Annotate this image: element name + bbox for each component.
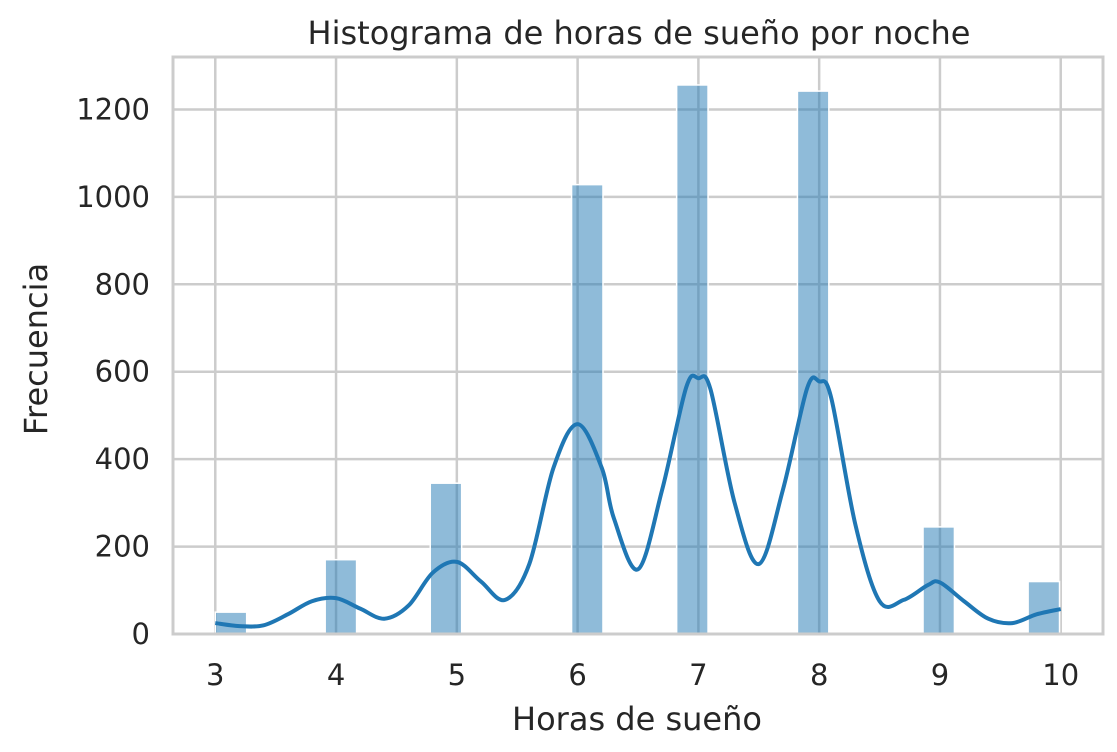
histogram-bar	[1027, 580, 1061, 635]
histogram-bar	[570, 183, 604, 635]
x-tick-label: 7	[689, 658, 707, 692]
x-tick-label: 4	[327, 658, 345, 692]
y-tick-labels: 0 200 400 600 800 1000 1200	[76, 92, 150, 651]
histogram-bar	[324, 558, 358, 635]
bars	[214, 84, 1061, 635]
x-axis-label: Horas de sueño	[512, 700, 762, 738]
y-tick-label: 1200	[76, 92, 150, 126]
x-tick-label: 8	[810, 658, 828, 692]
grid	[173, 57, 1103, 636]
histogram-bar	[675, 84, 709, 635]
kde-curve-layer	[215, 373, 1062, 629]
x-tick-label: 10	[1042, 658, 1079, 692]
y-tick-label: 200	[95, 530, 150, 564]
y-tick-label: 600	[95, 355, 150, 389]
y-tick-label: 1000	[76, 180, 150, 214]
x-tick-label: 9	[931, 658, 949, 692]
histogram-bar	[796, 90, 830, 635]
chart-title: Histograma de horas de sueño por noche	[308, 14, 971, 52]
y-tick-label: 400	[95, 442, 150, 476]
x-tick-label: 5	[448, 658, 466, 692]
x-tick-label: 3	[206, 658, 224, 692]
y-axis-label: Frecuencia	[17, 263, 55, 435]
x-tick-label: 6	[568, 658, 586, 692]
kde-curve	[215, 373, 1062, 629]
plot-frame	[171, 55, 1105, 636]
histogram-bar	[429, 482, 463, 635]
y-tick-label: 800	[95, 267, 150, 301]
y-tick-label: 0	[132, 617, 150, 651]
x-tick-labels: 3 4 5 6 7 8 9 10	[206, 658, 1079, 692]
